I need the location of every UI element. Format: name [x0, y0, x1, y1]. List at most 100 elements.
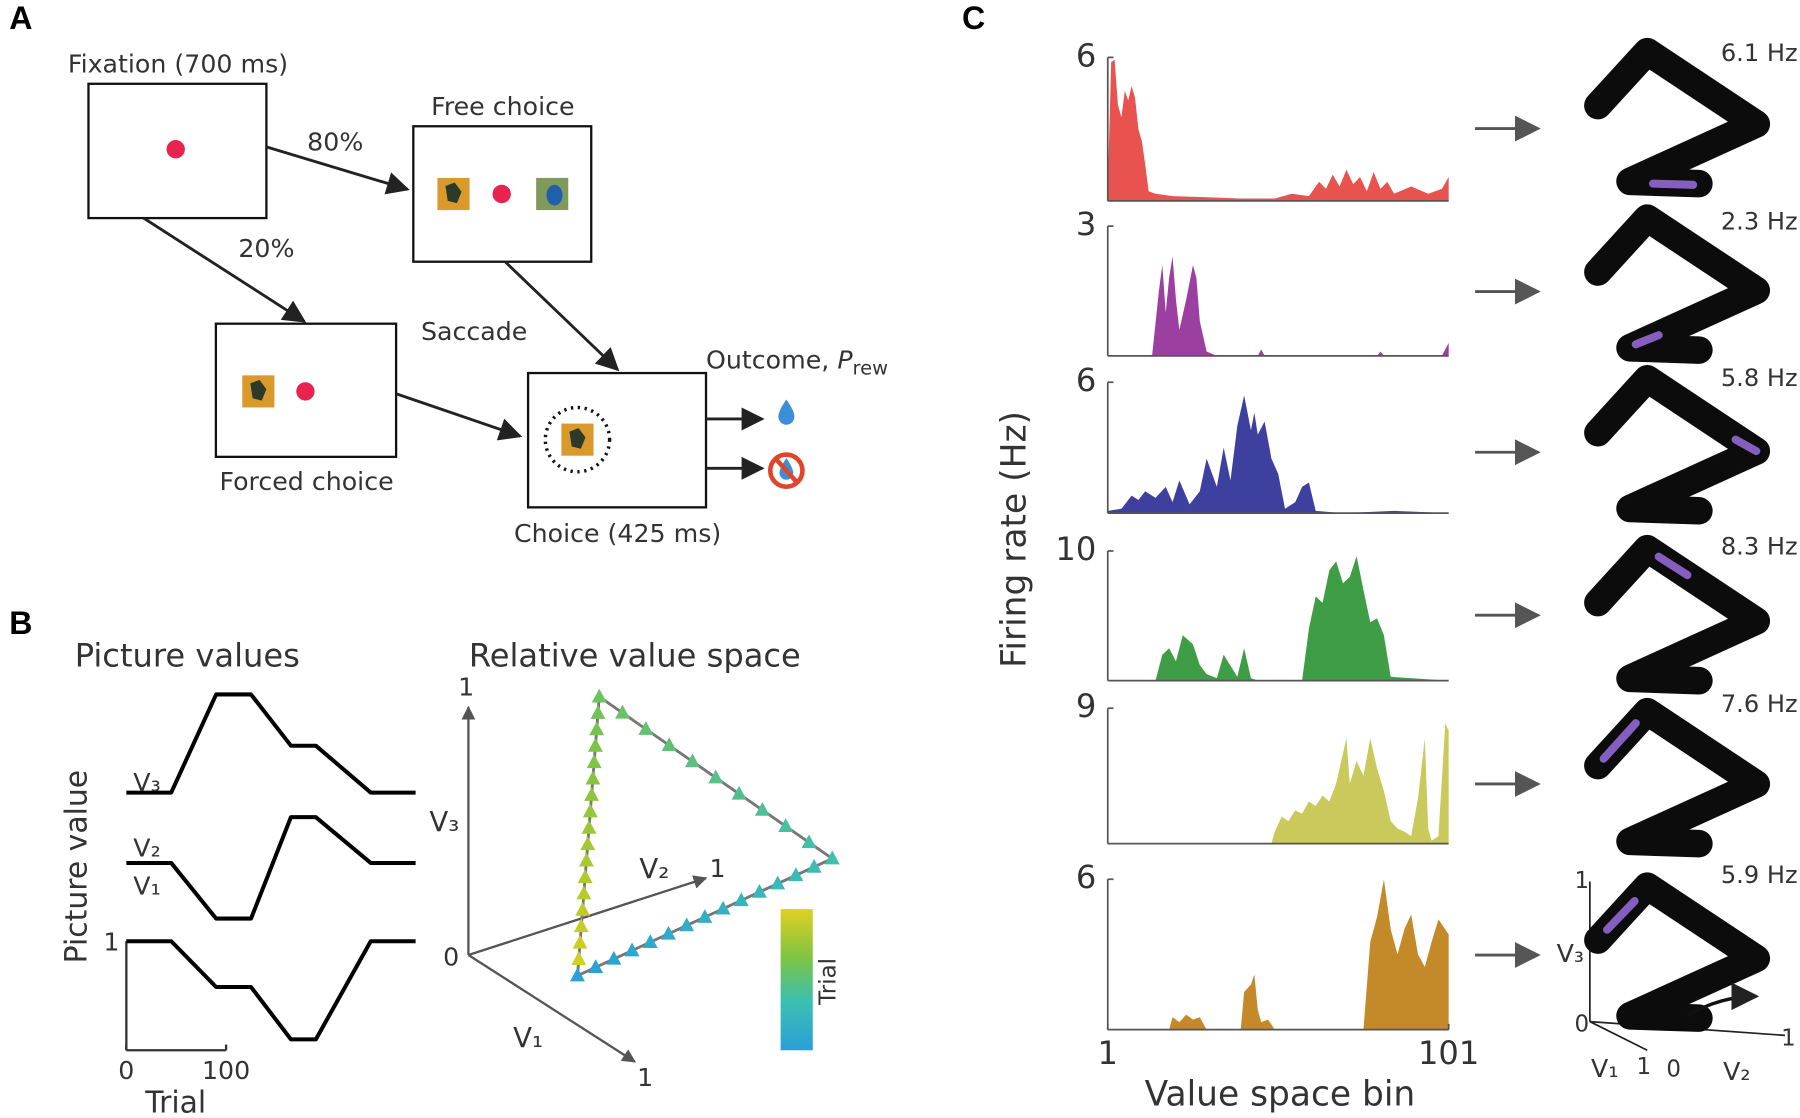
trial-marker — [733, 892, 749, 907]
trajectory-icon — [1584, 204, 1771, 364]
trajectory-icon — [1584, 534, 1771, 695]
fixation-dot — [492, 184, 511, 204]
choice-circle — [543, 405, 612, 474]
label: Forced choice — [219, 467, 393, 496]
trajectory — [1584, 697, 1771, 858]
y-tick-label: 3 — [1076, 205, 1096, 243]
no-reward-icon — [774, 457, 799, 484]
trajectory-icon — [1584, 697, 1771, 858]
axis-label: V₂ — [1723, 1057, 1750, 1086]
axis-tick: 1 — [1781, 1025, 1796, 1051]
series-line — [126, 692, 416, 795]
trial-marker — [580, 836, 596, 851]
trajectory-icon — [1584, 872, 1771, 1032]
area — [1107, 395, 1449, 514]
trial-marker — [576, 885, 592, 900]
colorbar — [780, 909, 813, 1051]
task-diagram: Fixation (700 ms) Free choice 80% 20% Fo… — [68, 49, 888, 547]
x-axis-label: Trial — [144, 1086, 206, 1118]
area — [1107, 723, 1449, 844]
trial-marker — [572, 934, 588, 949]
axis-tick: 1 — [709, 854, 725, 883]
chart-title: Picture values — [75, 637, 300, 675]
x-axis-label: Value space bin — [1145, 1075, 1416, 1115]
axis-tick: 1 — [1637, 1054, 1652, 1080]
panel-letter: B — [9, 605, 32, 641]
y-tick-label: 6 — [1076, 858, 1096, 896]
trajectory-icon — [1584, 365, 1771, 525]
trial-marker — [573, 918, 589, 933]
trial-marker — [685, 753, 700, 768]
picture-detail — [546, 184, 563, 206]
label: 20% — [238, 234, 294, 263]
series-label: V₁ — [133, 871, 160, 900]
trial-marker — [586, 754, 602, 769]
axis-label: V₃ — [1557, 939, 1584, 968]
annotation: 5.9 Hz — [1721, 861, 1798, 889]
panel-letter: C — [962, 0, 985, 36]
y-tick-label: 10 — [1055, 530, 1096, 568]
area — [1107, 556, 1449, 681]
axis-tick: 0 — [1666, 1056, 1681, 1082]
title: Relative value space — [469, 637, 801, 675]
trial-marker — [806, 858, 822, 873]
x-tick-label: 101 — [1418, 1034, 1479, 1072]
colorbar-label: Trial — [815, 958, 841, 1006]
arrow — [142, 216, 307, 323]
trial-marker — [589, 721, 605, 736]
axis-label: V₁ — [1591, 1054, 1618, 1083]
trial-marker — [591, 688, 607, 703]
series-line — [126, 939, 416, 1042]
outcome-label: Outcome, Prew — [706, 346, 888, 379]
firing-highlight — [1731, 435, 1761, 456]
axis-label: V₂ — [639, 853, 669, 885]
annotation: 8.3 Hz — [1721, 533, 1798, 561]
label: Saccade — [421, 317, 527, 346]
y-axis-label: Picture value — [60, 770, 95, 964]
trial-marker — [588, 959, 604, 974]
series-line — [126, 815, 416, 921]
y-tick-label: 1 — [103, 928, 119, 957]
trial-marker — [575, 902, 591, 916]
axis-tick: 1 — [637, 1063, 653, 1092]
panel-c: Firing rate (Hz) Value space bin 1 V₃ 0 … — [994, 37, 1796, 1115]
drop-icon — [778, 399, 795, 425]
trial-marker — [801, 834, 817, 849]
fixation-dot — [166, 140, 185, 159]
trajectory — [1584, 365, 1771, 525]
trial-marker — [754, 801, 770, 816]
trial-marker — [571, 951, 587, 965]
trial-marker — [578, 852, 594, 867]
label: Choice (425 ms) — [514, 519, 721, 548]
text: Outcome, — [706, 346, 829, 375]
label: Free choice — [431, 92, 574, 121]
text: P — [837, 346, 853, 375]
y-tick-label: 6 — [1076, 36, 1096, 74]
trial-marker — [708, 769, 724, 784]
trial-marker — [752, 884, 767, 898]
x-tick-label: 100 — [202, 1056, 250, 1085]
trajectory — [1584, 534, 1771, 695]
trial-marker — [569, 967, 585, 982]
area — [1107, 879, 1449, 1030]
trial-marker — [624, 942, 640, 957]
series-label: V₂ — [133, 833, 160, 862]
axis-tick: 0 — [443, 942, 459, 971]
panel-letter: A — [9, 0, 32, 36]
trial-marker — [679, 917, 695, 932]
axis — [1589, 1020, 1648, 1052]
x-tick-label: 1 — [1098, 1034, 1118, 1072]
axis-tick: 1 — [1575, 868, 1590, 894]
arrow — [504, 260, 620, 372]
axis — [467, 954, 637, 1063]
fixation-dot — [296, 382, 315, 401]
trial-marker — [642, 934, 658, 948]
trial-marker — [715, 900, 731, 915]
trial-marker — [661, 925, 676, 940]
trial-marker — [584, 787, 600, 801]
axis-label: V₁ — [513, 1022, 543, 1054]
trial-marker — [615, 704, 631, 719]
firing-highlight — [1599, 719, 1640, 763]
firing-highlight — [1603, 897, 1639, 934]
